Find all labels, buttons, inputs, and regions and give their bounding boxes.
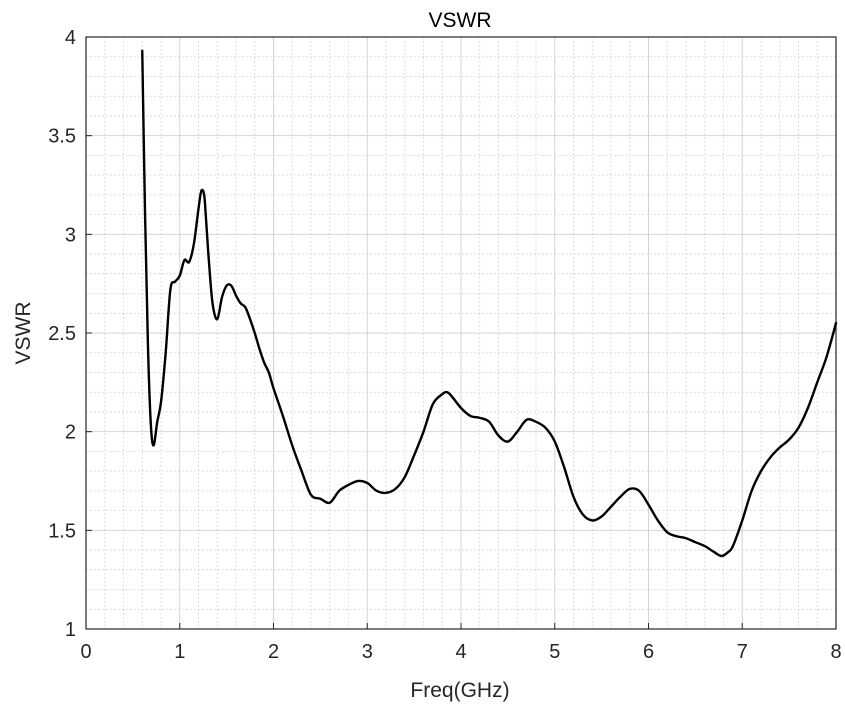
x-axis-ticks: 0 1 2 3 4 5 6 7 8	[80, 623, 842, 663]
x-tick-label: 5	[549, 641, 560, 663]
series-layer	[141, 49, 838, 558]
x-tick-label: 0	[80, 641, 91, 663]
x-tick-label: 2	[268, 641, 279, 663]
chart-title: VSWR	[429, 9, 492, 32]
x-axis-label: Freq(GHz)	[410, 679, 509, 702]
y-tick-label: 2	[65, 422, 76, 444]
y-tick-label: 3.5	[48, 126, 76, 148]
y-axis-label: VSWR	[12, 302, 35, 365]
vswr-series-line	[141, 49, 838, 558]
y-tick-label: 1	[65, 619, 76, 641]
x-tick-label: 6	[643, 641, 654, 663]
y-tick-label: 1.5	[48, 520, 76, 542]
x-tick-label: 7	[737, 641, 748, 663]
y-tick-label: 4	[65, 27, 76, 49]
x-tick-label: 1	[174, 641, 185, 663]
y-tick-label: 2.5	[48, 323, 76, 345]
x-tick-label: 3	[362, 641, 373, 663]
y-axis-ticks: 1 1.5 2 2.5 3 3.5 4	[48, 27, 92, 641]
x-tick-label: 4	[455, 641, 466, 663]
x-tick-label: 8	[830, 641, 841, 663]
y-tick-label: 3	[65, 224, 76, 246]
